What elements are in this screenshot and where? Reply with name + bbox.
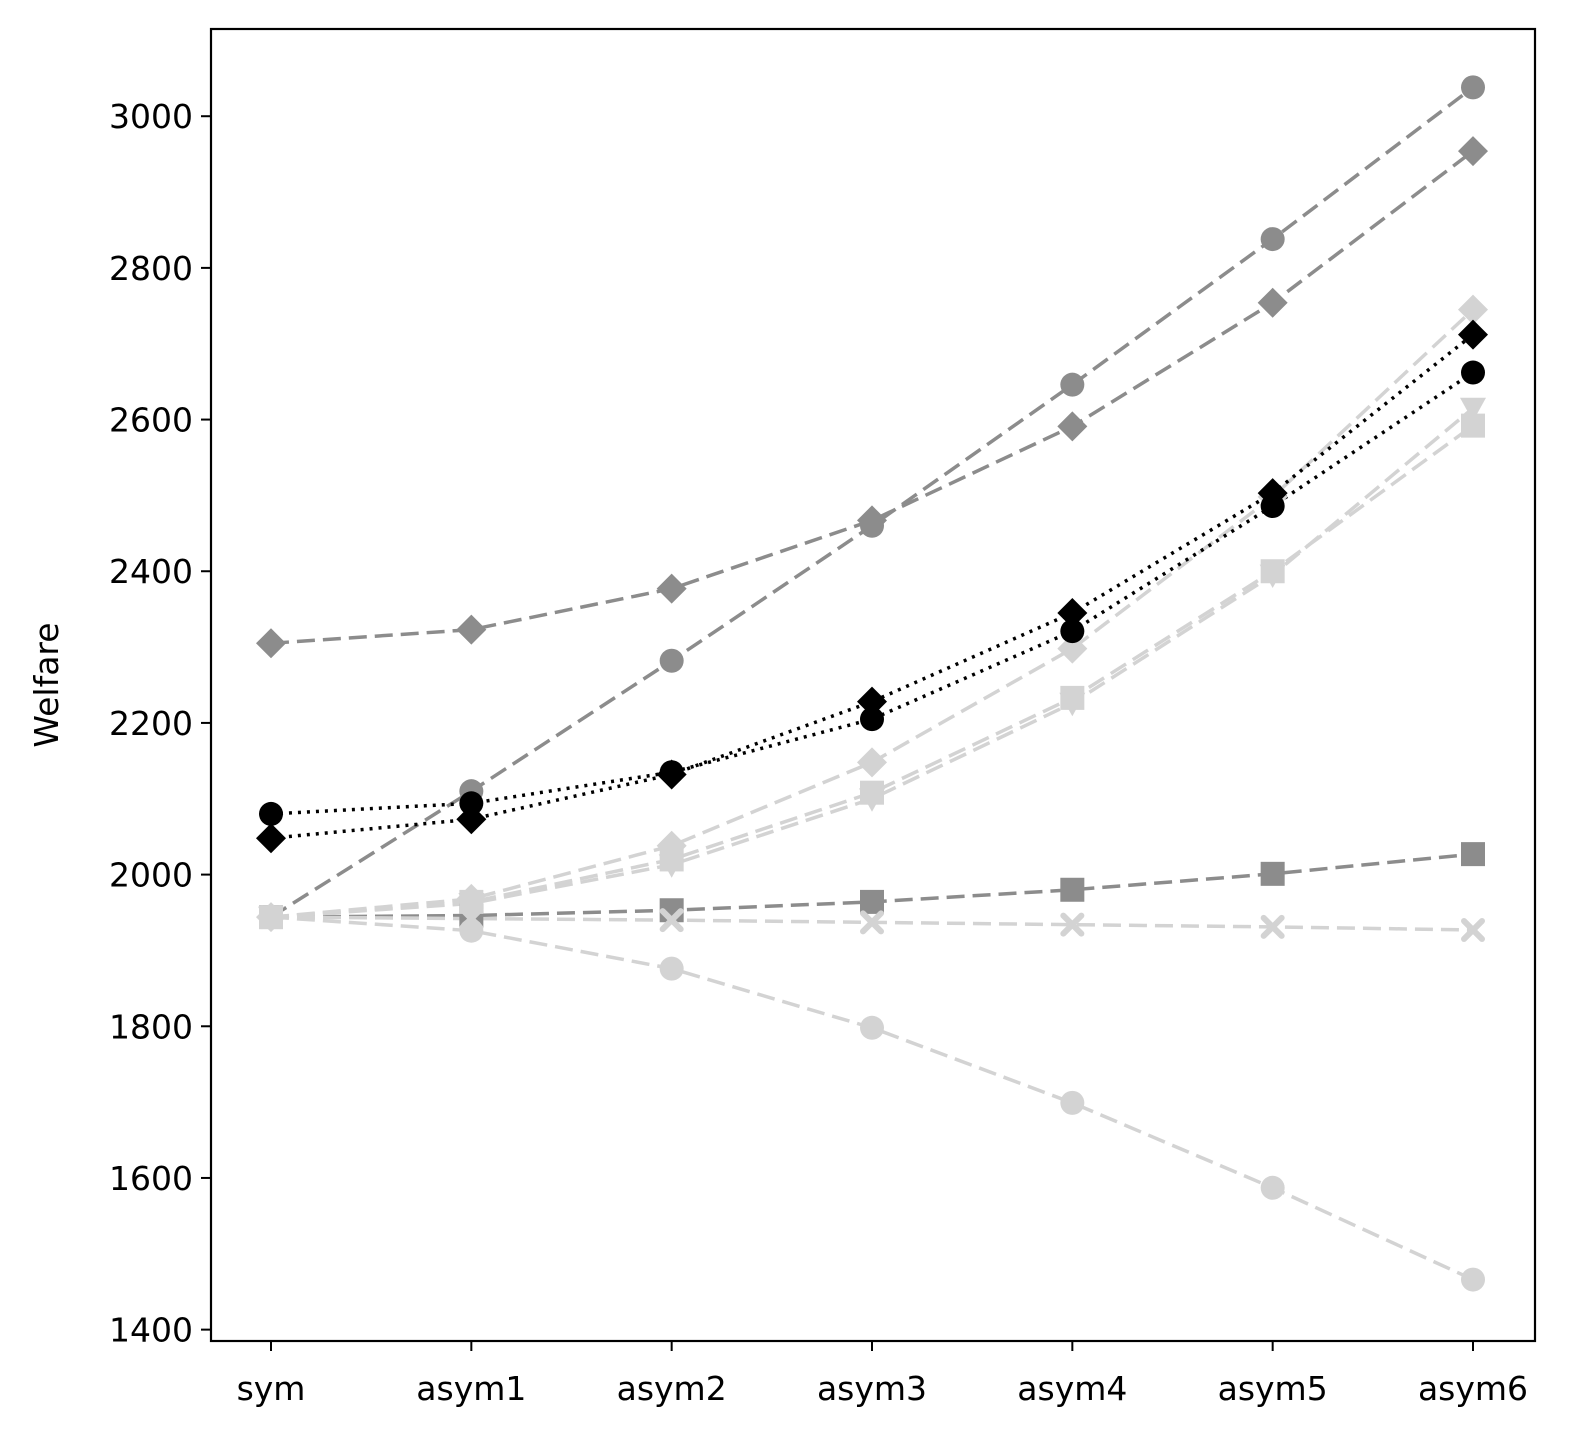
data-point bbox=[1257, 287, 1288, 318]
data-point bbox=[1461, 75, 1485, 100]
data-point-stroke bbox=[1260, 914, 1285, 939]
y-tick-label: 2800 bbox=[109, 249, 193, 288]
series-lines bbox=[270, 86, 1475, 1282]
data-point bbox=[259, 905, 283, 930]
data-point bbox=[857, 747, 887, 778]
data-point bbox=[659, 956, 684, 981]
data-point bbox=[860, 1015, 884, 1040]
x-tick-label: asym2 bbox=[617, 1369, 727, 1408]
series-line bbox=[270, 308, 1475, 919]
data-point bbox=[659, 847, 684, 872]
data-point-stroke bbox=[1461, 917, 1485, 942]
x-tick-label: asym3 bbox=[817, 1369, 927, 1408]
y-tick-label: 2400 bbox=[109, 552, 193, 591]
data-point bbox=[1461, 1267, 1485, 1292]
data-point bbox=[1461, 413, 1485, 438]
y-tick-label: 3000 bbox=[109, 97, 193, 136]
data-point bbox=[1057, 411, 1088, 442]
data-point bbox=[259, 801, 283, 826]
series-line bbox=[270, 424, 1475, 919]
data-point bbox=[857, 505, 887, 536]
y-tick-label: 2600 bbox=[109, 401, 193, 440]
data-point bbox=[860, 780, 884, 805]
data-point bbox=[459, 889, 484, 914]
data-point bbox=[659, 908, 684, 933]
plot-frame bbox=[209, 27, 1537, 1343]
data-point bbox=[459, 791, 484, 816]
data-point bbox=[1060, 372, 1085, 397]
data-point bbox=[456, 614, 487, 645]
data-point bbox=[1060, 877, 1085, 902]
data-point bbox=[659, 648, 684, 673]
data-point bbox=[1458, 136, 1488, 167]
data-point bbox=[456, 804, 487, 835]
data-point bbox=[1057, 633, 1088, 664]
x-tick-label: asym5 bbox=[1218, 1369, 1328, 1408]
data-point bbox=[256, 628, 286, 659]
y-tick-label: 2200 bbox=[109, 704, 193, 743]
y-tick-label: 2000 bbox=[109, 856, 193, 895]
x-tick-label: sym bbox=[237, 1369, 306, 1408]
y-axis-label: Welfare bbox=[27, 622, 66, 747]
data-point-stroke bbox=[1060, 912, 1085, 937]
y-tick-label: 1600 bbox=[109, 1159, 193, 1198]
y-tick-label: 1800 bbox=[109, 1007, 193, 1046]
data-point bbox=[1060, 685, 1085, 710]
data-point bbox=[1060, 619, 1085, 644]
data-point-stroke bbox=[659, 908, 684, 933]
data-point bbox=[1260, 1175, 1285, 1200]
data-point bbox=[860, 910, 884, 935]
data-point bbox=[656, 759, 687, 790]
data-point bbox=[1260, 227, 1285, 252]
x-axis: sym asym1 asym2 asym3 asym4 asym5 asym6 bbox=[237, 1341, 1528, 1408]
data-point bbox=[1057, 597, 1088, 628]
y-axis: 1400 1600 1800 2000 2200 2400 2600 2800 3000 bbox=[109, 97, 211, 1350]
data-point bbox=[1460, 397, 1486, 422]
x-tick-label: asym1 bbox=[416, 1369, 526, 1408]
data-point bbox=[1060, 912, 1085, 937]
data-point bbox=[1461, 842, 1485, 867]
data-point bbox=[656, 573, 687, 604]
series-line bbox=[270, 406, 1475, 919]
data-point bbox=[1458, 294, 1488, 325]
data-point bbox=[1260, 914, 1285, 939]
data-point bbox=[1260, 861, 1285, 886]
x-tick-label: asym6 bbox=[1418, 1369, 1528, 1408]
data-point bbox=[1060, 1090, 1085, 1115]
data-point bbox=[860, 707, 884, 732]
data-point bbox=[256, 823, 286, 854]
data-point bbox=[1458, 319, 1488, 350]
data-point bbox=[1260, 559, 1285, 584]
series-line bbox=[270, 915, 1474, 1282]
data-point bbox=[857, 686, 887, 717]
data-point bbox=[1461, 917, 1485, 942]
data-point-stroke bbox=[860, 910, 884, 935]
data-point bbox=[1257, 478, 1288, 509]
y-tick-label: 1400 bbox=[109, 1311, 193, 1350]
data-point bbox=[1461, 360, 1485, 385]
x-tick-label: asym4 bbox=[1017, 1369, 1127, 1408]
series-markers bbox=[256, 75, 1488, 1292]
data-point bbox=[860, 889, 884, 914]
